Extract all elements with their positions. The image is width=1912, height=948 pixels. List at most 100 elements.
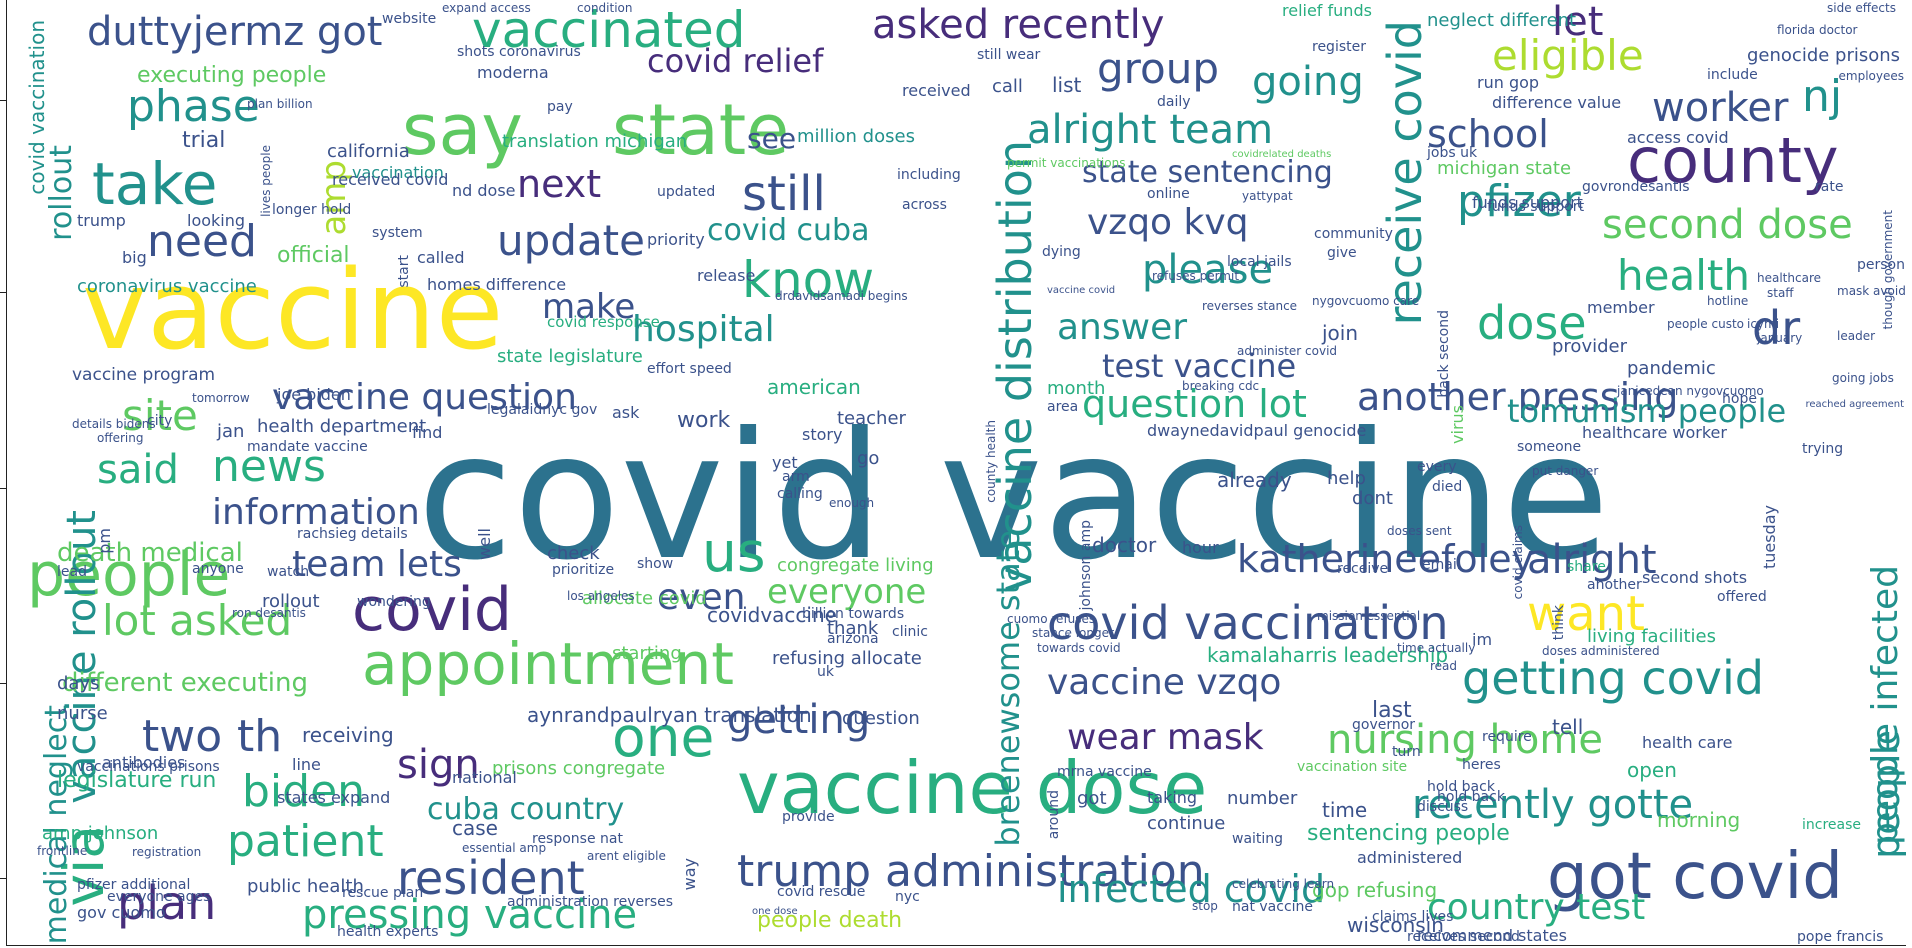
- cloud-word: big: [122, 248, 147, 267]
- cloud-word: hospital: [632, 309, 775, 350]
- cloud-word: doctor: [1092, 533, 1157, 557]
- cloud-word: neglect different: [1427, 10, 1577, 31]
- cloud-word: health: [1617, 251, 1750, 300]
- cloud-word: yet: [772, 453, 798, 472]
- cloud-word: register: [1312, 39, 1366, 55]
- cloud-word: news: [212, 441, 326, 492]
- cloud-word: rescue plan: [342, 885, 424, 901]
- cloud-word: hold back: [1427, 779, 1495, 795]
- cloud-word: covid cuba: [707, 213, 870, 248]
- cloud-word: shots coronavirus: [457, 44, 581, 60]
- cloud-word: answer: [1057, 307, 1188, 348]
- cloud-word: back second: [1436, 310, 1452, 398]
- cloud-word: executing people: [137, 63, 327, 88]
- cloud-word: florida doctor: [1777, 23, 1858, 37]
- cloud-word: got: [1077, 788, 1107, 809]
- cloud-word: nursing home: [1327, 717, 1603, 763]
- cloud-word: sentencing people: [1307, 821, 1510, 846]
- cloud-word: starting: [612, 643, 682, 664]
- cloud-word: tomunism people: [1507, 392, 1787, 430]
- cloud-word: even: [657, 577, 746, 618]
- cloud-word: response nat: [532, 831, 623, 847]
- cloud-word: one dose: [752, 906, 798, 917]
- cloud-word: dont: [1352, 488, 1393, 509]
- cloud-word: reached agreement: [1805, 399, 1904, 410]
- cloud-word: group: [1097, 44, 1219, 93]
- cloud-word: infected covid: [1057, 867, 1326, 911]
- cloud-word: doses sent: [1387, 524, 1452, 538]
- cloud-word: alright: [1527, 537, 1657, 583]
- cloud-word: include: [1707, 67, 1758, 83]
- cloud-word: offering: [97, 431, 144, 445]
- cloud-word: called: [417, 248, 465, 267]
- cloud-word: local jails: [1227, 254, 1292, 270]
- cloud-word: provide: [782, 809, 835, 825]
- cloud-word: everyone ages: [107, 889, 211, 905]
- cloud-word: make: [542, 287, 636, 327]
- cloud-word: mission essential: [1317, 609, 1421, 623]
- cloud-word: offered: [1717, 589, 1767, 605]
- cloud-word: days: [57, 673, 100, 694]
- cloud-word: leader: [1837, 329, 1876, 343]
- cloud-word: show: [637, 556, 674, 572]
- cloud-word: funds support: [1472, 193, 1583, 212]
- cloud-word: another: [1587, 577, 1642, 593]
- cloud-word: email: [1422, 557, 1461, 573]
- cloud-word: story: [802, 425, 843, 444]
- cloud-word: phase: [127, 81, 260, 132]
- cloud-word: going: [1252, 59, 1364, 105]
- cloud-word: govrondesantis: [1582, 179, 1690, 195]
- cloud-word: way: [680, 858, 699, 891]
- cloud-word: vaccine distribution: [988, 140, 1042, 593]
- cloud-word: asked recently: [872, 2, 1165, 48]
- cloud-word: vaccine dose: [737, 746, 1208, 830]
- cloud-word: condition: [577, 1, 633, 15]
- cloud-word: michigan state: [1437, 158, 1572, 179]
- cloud-word: list: [1052, 73, 1082, 97]
- cloud-word: translation michigan: [502, 131, 688, 152]
- cloud-word: living facilities: [1587, 626, 1716, 647]
- cloud-word: question lot: [1082, 382, 1307, 426]
- cloud-word: covidvaccine: [707, 603, 837, 627]
- cloud-word: teacher: [837, 408, 906, 429]
- cloud-word: rate: [1815, 179, 1844, 195]
- cloud-word: people: [27, 540, 231, 610]
- cloud-word: see: [747, 122, 797, 155]
- cloud-word: janicedean nygovcuomo: [1617, 384, 1764, 398]
- cloud-word: require: [1482, 729, 1532, 745]
- cloud-word: nj: [1802, 71, 1843, 122]
- cloud-word: trump administration: [737, 846, 1205, 897]
- cloud-word: arizona: [827, 631, 879, 647]
- cloud-word: public health: [247, 876, 364, 897]
- cloud-word: people death: [757, 908, 903, 933]
- cloud-word: funds support: [1487, 199, 1585, 215]
- cloud-word: coronavirus vaccine: [77, 276, 257, 297]
- cloud-word: enough: [829, 496, 875, 510]
- cloud-word: kamalaharris leadership: [1207, 643, 1449, 667]
- cloud-word: drdavidsamadi begins: [775, 289, 908, 303]
- cloud-word: lives people: [259, 145, 273, 217]
- cloud-word: time: [1322, 798, 1368, 822]
- cloud-word: joe biden: [277, 385, 351, 404]
- cloud-word: open: [1627, 758, 1677, 782]
- cloud-word: receives second: [1407, 929, 1520, 945]
- cloud-word: refuses permit: [1152, 269, 1240, 283]
- cloud-word: receive covid: [1378, 20, 1432, 326]
- cloud-word: thank: [827, 618, 879, 639]
- cloud-word: call: [992, 76, 1023, 97]
- cloud-word: different executing: [62, 668, 308, 698]
- cloud-word: pay: [547, 99, 573, 115]
- cloud-word: rachsieg details: [297, 526, 408, 542]
- cloud-word: take: [92, 150, 218, 218]
- cloud-word: watch: [267, 564, 310, 580]
- cloud-word: towards covid: [1037, 641, 1121, 655]
- cloud-word: dying: [1042, 244, 1081, 260]
- cloud-word: breaking cdc: [1182, 379, 1260, 393]
- cloud-word: administered: [1357, 848, 1463, 867]
- cloud-word: tomorrow: [192, 391, 250, 405]
- cloud-word: administer covid: [1237, 344, 1338, 358]
- cloud-word: resident: [397, 851, 585, 905]
- cloud-word: vaccine vzqo: [1047, 662, 1282, 703]
- cloud-word: read: [1430, 659, 1458, 673]
- cloud-word: us: [702, 520, 766, 584]
